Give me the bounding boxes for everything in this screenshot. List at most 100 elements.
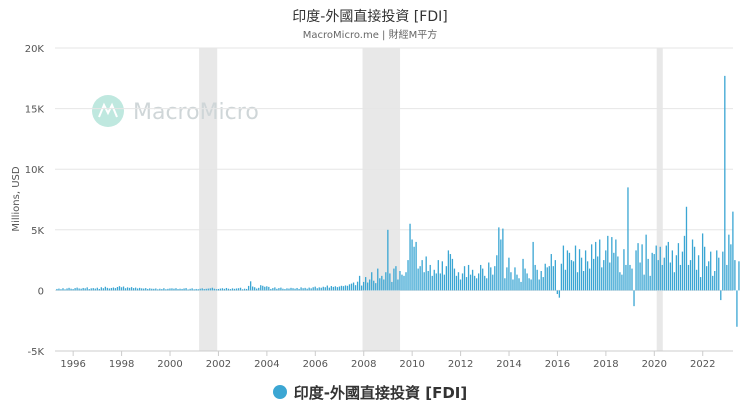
bar xyxy=(453,268,456,291)
bar xyxy=(451,258,454,291)
bar xyxy=(86,287,88,291)
bar xyxy=(445,266,448,291)
bar xyxy=(60,289,62,291)
bar xyxy=(391,281,393,291)
bar xyxy=(498,227,500,291)
x-tick-label: 2022 xyxy=(690,359,715,370)
bar xyxy=(633,290,635,307)
bar xyxy=(455,275,458,291)
bar xyxy=(94,288,96,291)
x-tick-label: 2000 xyxy=(157,359,182,370)
bar xyxy=(564,269,567,291)
bar xyxy=(235,288,238,291)
x-tick-label: 2004 xyxy=(254,359,279,370)
bar xyxy=(314,286,316,291)
bar xyxy=(290,287,292,291)
bar xyxy=(401,274,403,291)
bar xyxy=(673,272,676,291)
bar xyxy=(649,275,651,291)
bar xyxy=(193,289,195,291)
bar xyxy=(459,279,462,291)
bar xyxy=(195,288,197,291)
bar xyxy=(367,282,369,291)
bar xyxy=(90,288,92,291)
bar xyxy=(730,244,732,291)
bar xyxy=(532,241,534,291)
bar xyxy=(288,288,290,291)
bar xyxy=(306,288,308,291)
bar xyxy=(651,252,653,291)
bar xyxy=(365,277,367,291)
bar xyxy=(465,277,468,291)
x-tick-label: 2012 xyxy=(448,359,473,370)
bar xyxy=(338,286,341,291)
bar xyxy=(703,246,706,291)
recession-bands xyxy=(199,48,663,351)
bar xyxy=(409,223,411,291)
bar xyxy=(62,288,64,291)
bar xyxy=(320,287,322,291)
bar xyxy=(544,263,546,291)
bar xyxy=(536,269,538,291)
bar xyxy=(724,75,726,291)
bar xyxy=(738,261,740,291)
bar xyxy=(354,285,357,291)
bar xyxy=(538,279,540,291)
bar xyxy=(316,288,318,291)
bar xyxy=(360,285,363,291)
bar xyxy=(613,252,615,291)
bar xyxy=(147,288,149,291)
bar xyxy=(219,288,222,291)
bar xyxy=(429,264,431,291)
bar xyxy=(611,237,613,291)
bar xyxy=(173,288,175,291)
x-tick-label: 2018 xyxy=(593,359,618,370)
bar xyxy=(665,245,667,291)
bar xyxy=(350,283,353,291)
bar xyxy=(169,288,171,291)
bar xyxy=(449,254,452,291)
bar xyxy=(383,279,385,291)
bar xyxy=(439,273,441,291)
bar xyxy=(540,271,542,291)
bar xyxy=(411,239,413,291)
bar xyxy=(413,246,415,291)
bar xyxy=(254,287,256,291)
bar xyxy=(603,260,605,291)
bar xyxy=(159,288,161,291)
bar xyxy=(473,275,476,291)
bar xyxy=(252,286,254,291)
bar xyxy=(714,271,716,291)
bar xyxy=(625,264,627,291)
legend-item[interactable]: 印度-外國直接投資 [FDI] xyxy=(0,382,740,403)
bar xyxy=(443,274,446,291)
chart-plot: MacroMicro -5K 0 5K 10K 15K 20K 1996 1998 2000 2… xyxy=(11,44,740,370)
bar xyxy=(149,288,151,291)
bar xyxy=(243,288,246,291)
bar xyxy=(687,264,690,291)
bar xyxy=(189,288,191,291)
bar xyxy=(326,285,328,291)
bar xyxy=(681,251,684,291)
bar xyxy=(463,266,466,291)
bar xyxy=(181,288,183,291)
bar xyxy=(607,235,609,291)
bar xyxy=(381,275,383,291)
bar xyxy=(399,271,401,291)
bar xyxy=(342,286,345,291)
bar xyxy=(211,287,213,291)
bar xyxy=(262,285,264,291)
bar xyxy=(732,211,734,291)
bar xyxy=(223,288,226,291)
bar xyxy=(272,288,274,291)
bar xyxy=(518,278,520,291)
bar xyxy=(661,264,663,291)
bar xyxy=(124,288,127,291)
bar xyxy=(736,290,738,327)
bar xyxy=(623,249,625,291)
bar xyxy=(716,250,718,291)
bar xyxy=(605,250,607,291)
bar xyxy=(562,245,565,291)
y-tick-label: 10K xyxy=(25,165,45,176)
bar xyxy=(346,285,349,291)
